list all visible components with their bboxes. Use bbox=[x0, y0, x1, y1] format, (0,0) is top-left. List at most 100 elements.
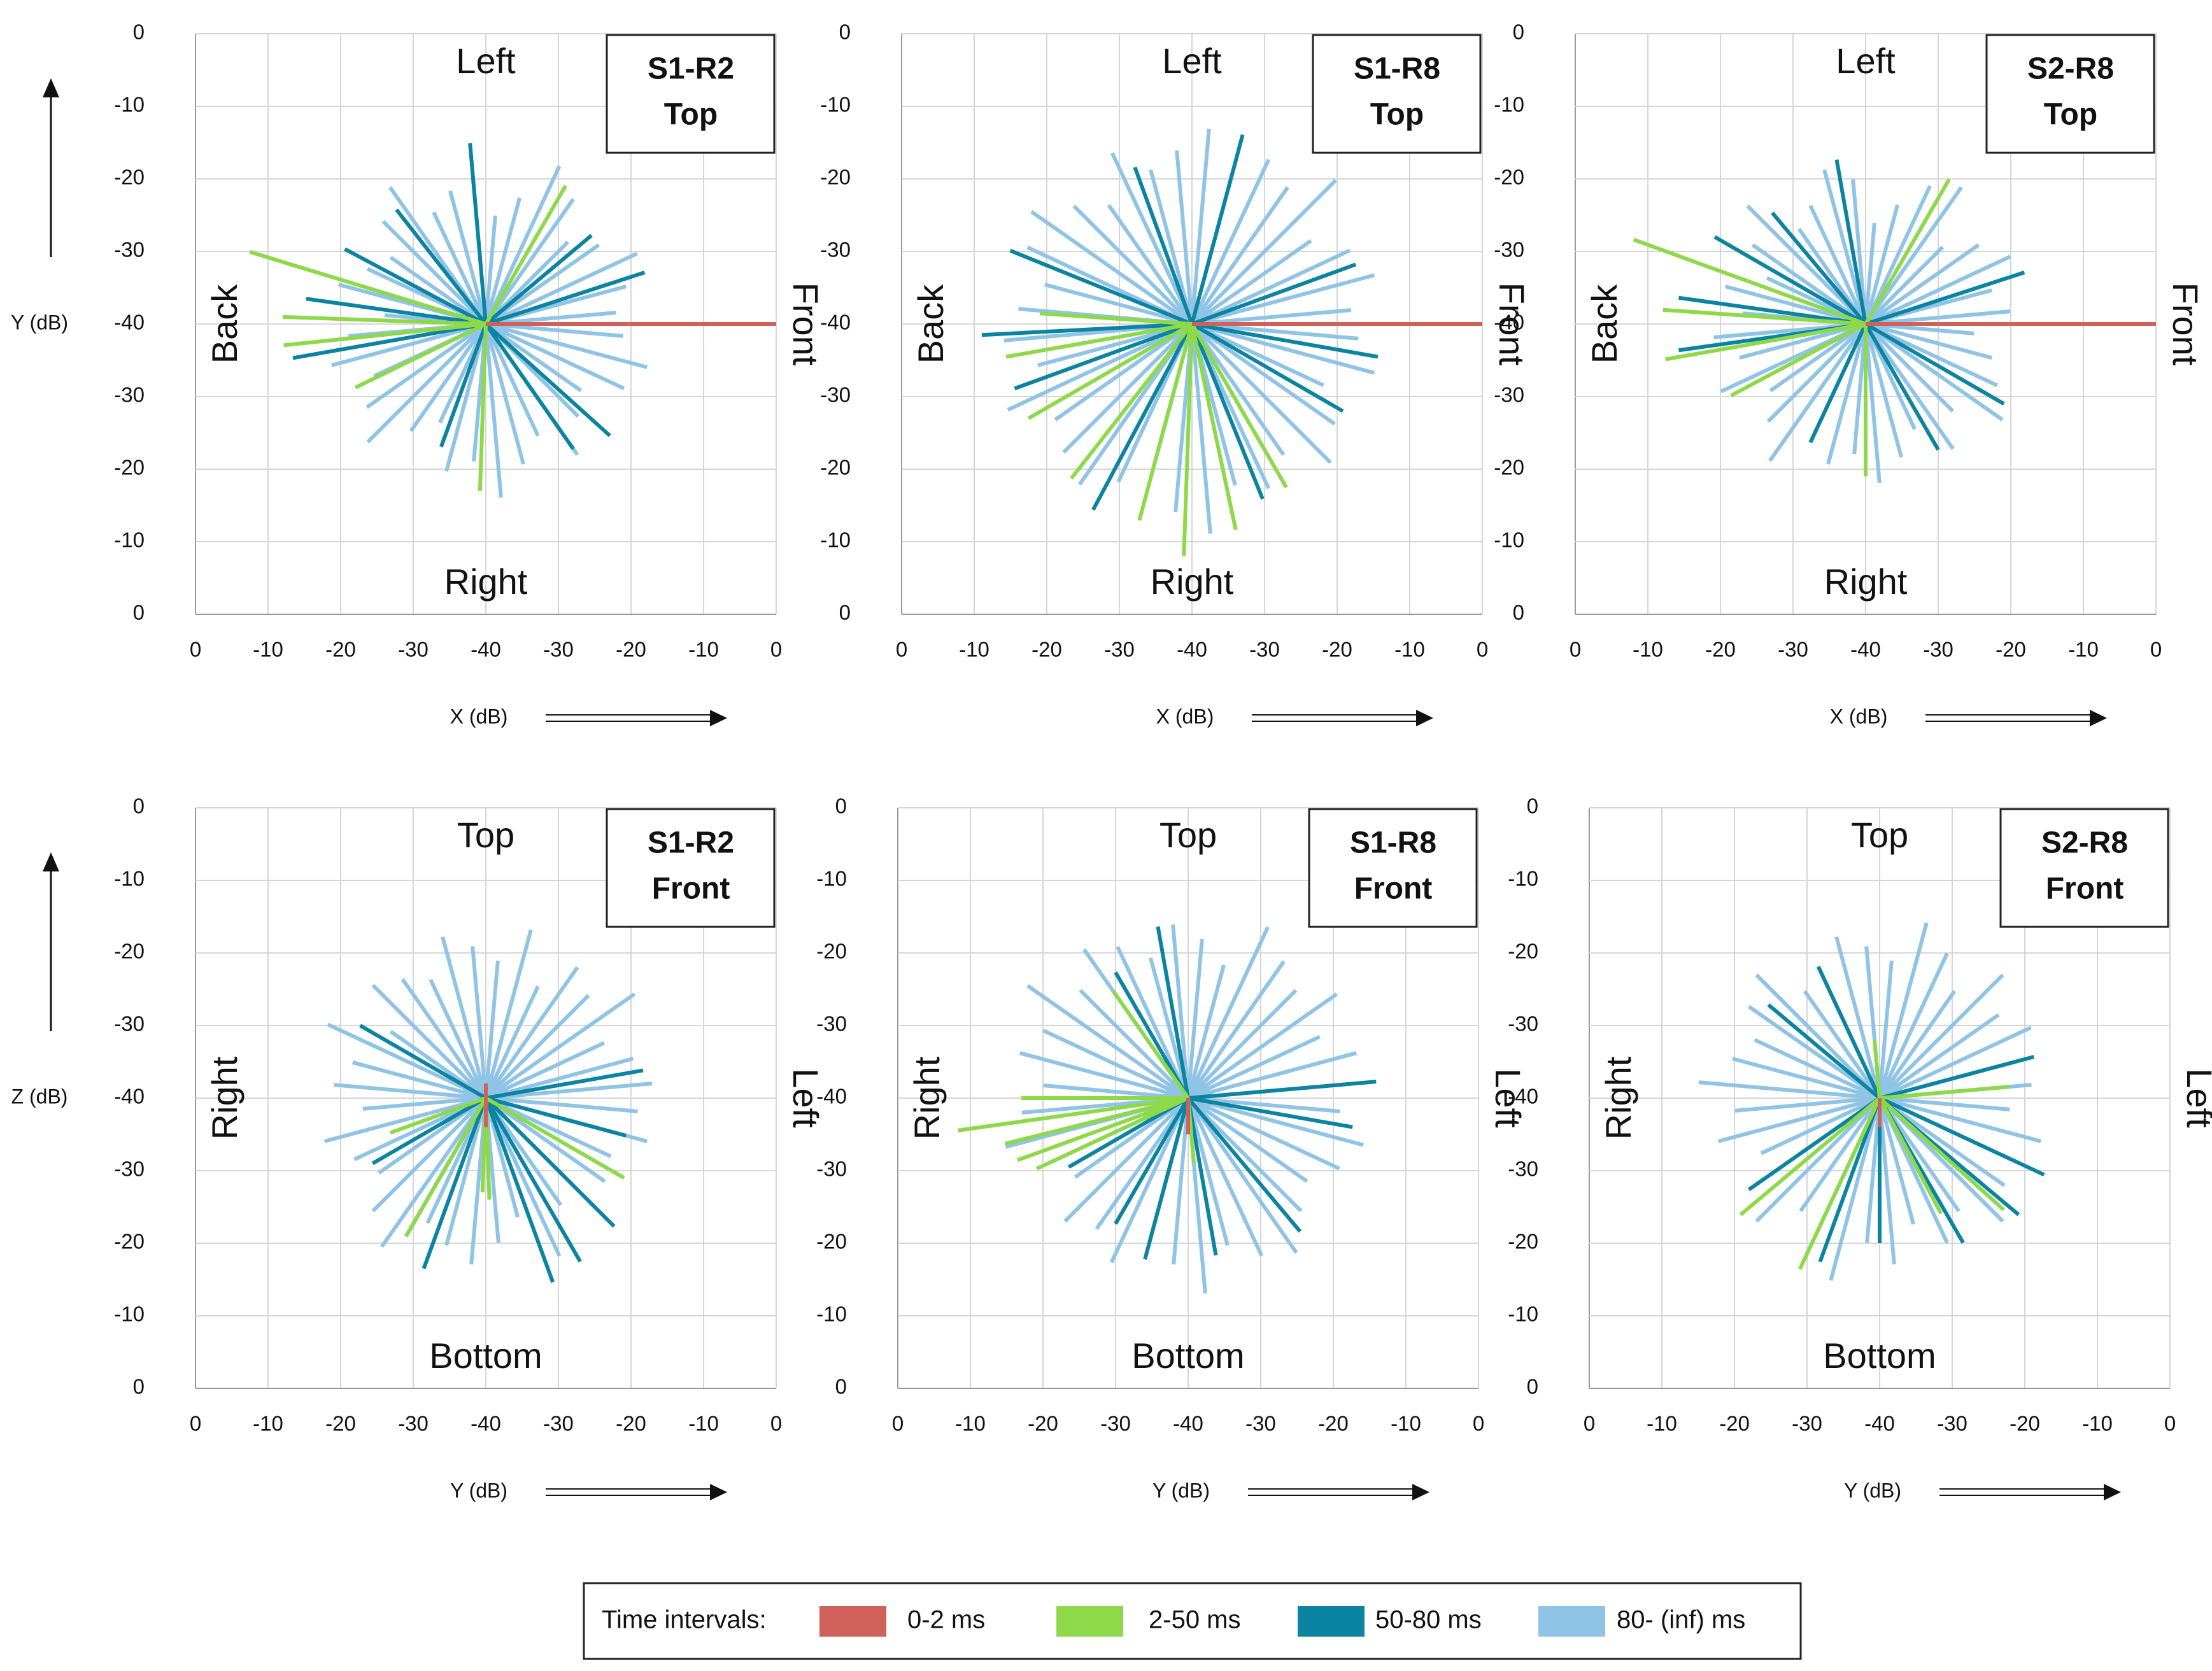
y-tick-label: -30 bbox=[1494, 383, 1524, 407]
ray bbox=[484, 198, 575, 325]
x-tick-label: -20 bbox=[1318, 1412, 1349, 1435]
ray bbox=[371, 1096, 488, 1213]
y-tick-label: -40 bbox=[816, 1085, 847, 1108]
ray bbox=[1747, 1005, 1881, 1100]
box-label: S1-R2 bbox=[648, 826, 734, 860]
box-label: Top bbox=[664, 98, 718, 132]
ray bbox=[485, 1096, 625, 1180]
ray bbox=[1188, 1080, 1377, 1100]
ray bbox=[484, 322, 611, 437]
y-tick-label: -20 bbox=[820, 166, 851, 189]
ray bbox=[1731, 1057, 1880, 1100]
ray bbox=[1771, 211, 1868, 325]
label-box bbox=[1985, 34, 2155, 154]
x-tick-label: -30 bbox=[398, 638, 429, 661]
ray bbox=[1186, 960, 1286, 1099]
ray bbox=[1864, 323, 1882, 484]
ray bbox=[352, 1061, 486, 1100]
side-label: Bottom bbox=[1823, 1336, 1936, 1376]
ray bbox=[1187, 992, 1338, 1100]
ray bbox=[468, 143, 488, 325]
axis-arrow-head bbox=[1416, 710, 1433, 726]
ray bbox=[1878, 1026, 2032, 1100]
x-axis-label: X (dB) bbox=[1156, 705, 1214, 728]
x-tick-label: 0 bbox=[770, 638, 782, 661]
box-label: S1-R8 bbox=[1354, 52, 1440, 86]
side-label: Left bbox=[2180, 1068, 2212, 1128]
y-tick-label: -30 bbox=[820, 238, 851, 262]
ray bbox=[485, 1057, 634, 1100]
ray bbox=[485, 234, 593, 326]
ray bbox=[327, 1022, 487, 1100]
ray bbox=[401, 978, 488, 1099]
ray bbox=[1070, 323, 1194, 480]
axis-arrow-head bbox=[2090, 710, 2107, 726]
ray bbox=[1026, 984, 1189, 1100]
ray bbox=[1137, 323, 1194, 521]
y-tick-label: -40 bbox=[114, 1085, 145, 1108]
side-label: Front bbox=[786, 283, 826, 366]
ray bbox=[425, 1097, 488, 1224]
x-tick-label: 0 bbox=[1584, 1412, 1595, 1435]
ray bbox=[1769, 322, 1867, 393]
ray bbox=[1110, 152, 1194, 325]
ray bbox=[1143, 1097, 1190, 1260]
ray bbox=[1755, 1096, 1882, 1223]
ray bbox=[1005, 322, 1193, 359]
y-tick-label: -30 bbox=[816, 1012, 847, 1036]
ray bbox=[1734, 1096, 1880, 1113]
box-label: Front bbox=[2046, 872, 2124, 906]
ray bbox=[1864, 322, 2004, 421]
side-label: Back bbox=[911, 284, 951, 363]
y-tick-label: -20 bbox=[1508, 1230, 1538, 1253]
panel: 0 -10 -20 -30 -40 -30 -20 -10 0 0 -10 -20 -30 -40 -30 -… bbox=[11, 20, 826, 728]
x-tick-label: -30 bbox=[1249, 638, 1280, 661]
ray bbox=[1633, 237, 1867, 326]
y-tick-label: -20 bbox=[114, 456, 145, 479]
ray bbox=[444, 1097, 488, 1246]
ray bbox=[1186, 1097, 1230, 1246]
side-label: Back bbox=[1584, 284, 1624, 363]
ray bbox=[1063, 1096, 1190, 1223]
box-label: Top bbox=[2044, 98, 2097, 132]
ray bbox=[1111, 990, 1190, 1099]
ray bbox=[1730, 322, 1867, 398]
axis-arrow-head bbox=[710, 710, 727, 726]
ray bbox=[1768, 323, 1868, 462]
ray bbox=[1190, 323, 1288, 489]
ray bbox=[1114, 971, 1190, 1099]
ray bbox=[1072, 204, 1194, 326]
y-tick-label: 0 bbox=[133, 20, 145, 44]
ray bbox=[1864, 255, 2011, 326]
ray bbox=[484, 323, 503, 498]
ray bbox=[1190, 323, 1265, 500]
x-tick-label: -20 bbox=[616, 638, 646, 661]
ray bbox=[1879, 1085, 2010, 1100]
ray bbox=[444, 323, 488, 472]
x-tick-label: -30 bbox=[1778, 638, 1808, 661]
ray bbox=[1747, 1096, 1881, 1192]
panel: 0 -10 -20 -30 -40 -30 -20 -10 0 0 -10 -20 -30 -40 -30 -… bbox=[1494, 20, 2206, 728]
ray bbox=[1186, 938, 1204, 1099]
side-label: Front bbox=[1492, 283, 1532, 366]
ray bbox=[1816, 966, 1882, 1099]
ray bbox=[1878, 1097, 1960, 1213]
ray bbox=[249, 250, 486, 326]
ray bbox=[1663, 307, 1866, 326]
ray bbox=[1009, 248, 1193, 326]
ray bbox=[1190, 323, 1286, 456]
x-tick-label: -20 bbox=[1032, 638, 1062, 661]
axis-arrow-head bbox=[710, 1484, 727, 1500]
legend-box bbox=[583, 1582, 1802, 1660]
ray bbox=[1091, 323, 1194, 511]
ray bbox=[1190, 129, 1211, 325]
y-axis-label: Z (dB) bbox=[11, 1085, 68, 1108]
x-axis-label: X (dB) bbox=[1830, 705, 1888, 728]
y-tick-label: -20 bbox=[816, 940, 847, 963]
ray bbox=[485, 1096, 612, 1159]
x-tick-label: 0 bbox=[190, 1412, 201, 1435]
ray bbox=[422, 1097, 488, 1269]
ray bbox=[1074, 1096, 1189, 1179]
y-axis-label: Y (dB) bbox=[11, 311, 68, 334]
y-tick-label: -10 bbox=[820, 93, 851, 116]
